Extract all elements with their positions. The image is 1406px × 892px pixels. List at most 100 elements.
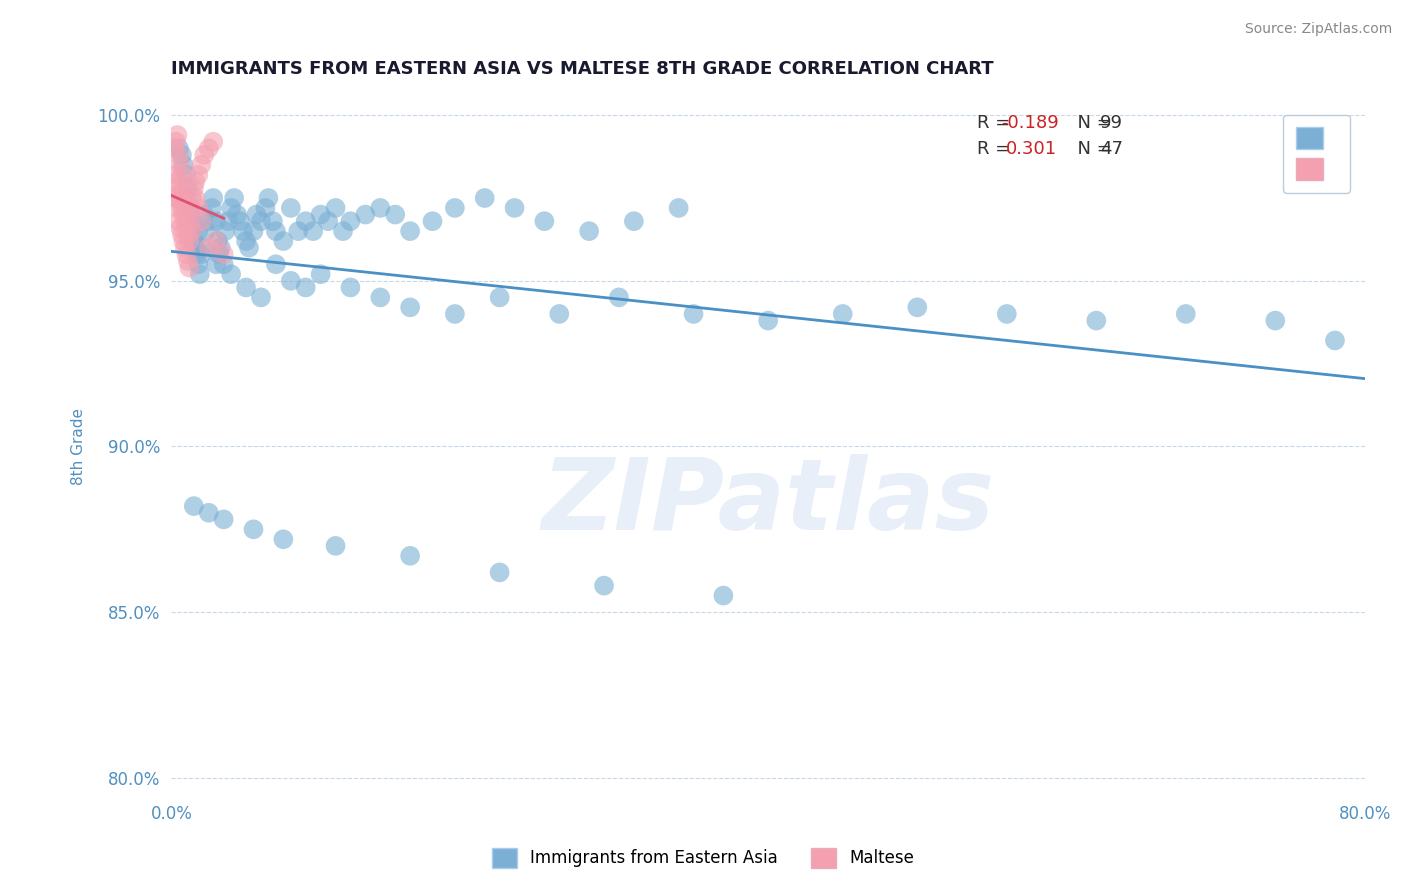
Point [205,257,228,271]
Point [533,214,555,228]
Legend: Immigrants from Eastern Asia, Maltese: Immigrants from Eastern Asia, Maltese [485,841,921,875]
Text: -0.189: -0.189 [1001,114,1059,132]
Point [474,191,496,205]
Point [339,214,361,228]
Text: N =: N = [1067,140,1118,158]
Point [294,280,316,294]
Text: 0.301: 0.301 [1005,140,1057,158]
Point [422,214,444,228]
Point [593,579,616,593]
Point [197,241,219,255]
Point [187,224,209,238]
Point [219,201,242,215]
Point [184,174,207,188]
Point [238,241,260,255]
Point [207,234,229,248]
Point [181,191,204,205]
Point [177,254,200,268]
Point [184,191,207,205]
Point [368,201,391,215]
Point [187,257,209,271]
Point [995,307,1018,321]
Point [384,208,406,222]
Point [399,224,422,238]
Point [190,214,212,228]
Point [287,224,309,238]
Point [179,214,201,228]
Point [302,224,325,238]
Point [202,135,225,149]
Point [167,187,190,202]
Text: IMMIGRANTS FROM EASTERN ASIA VS MALTESE 8TH GRADE CORRELATION CHART: IMMIGRANTS FROM EASTERN ASIA VS MALTESE … [172,60,994,78]
Point [202,191,225,205]
Point [242,224,264,238]
Point [354,208,377,222]
Point [399,301,422,315]
Point [172,158,194,172]
Point [176,201,198,215]
Point [179,234,201,248]
Point [187,201,209,215]
Point [176,191,198,205]
Point [179,201,201,215]
Point [229,214,252,228]
Point [180,201,202,215]
Point [309,267,332,281]
Point [226,208,249,222]
Point [548,307,571,321]
Point [235,280,257,294]
Point [187,168,209,182]
Point [325,539,347,553]
Point [208,247,231,261]
Point [262,214,284,228]
Point [173,191,195,205]
Point [177,227,200,242]
Point [193,148,215,162]
Point [368,290,391,304]
Point [245,208,267,222]
Point [205,214,228,228]
Point [257,191,280,205]
Point [444,307,467,321]
Text: 99: 99 [1099,114,1123,132]
Point [170,201,193,215]
Point [190,158,212,172]
Point [166,128,188,142]
Point [273,533,295,547]
Point [264,257,287,271]
Point [176,168,198,182]
Y-axis label: 8th Grade: 8th Grade [72,408,86,485]
Point [316,214,339,228]
Point [235,234,257,248]
Point [179,260,201,275]
Point [325,201,347,215]
Point [166,201,188,215]
Point [167,141,190,155]
Point [488,290,510,304]
Point [219,267,242,281]
Point [183,181,205,195]
Point [184,241,207,255]
Point [668,201,690,215]
Point [176,247,198,261]
Point [294,214,316,228]
Point [212,247,235,261]
Text: ZIPatlas: ZIPatlas [541,454,994,550]
Point [209,241,232,255]
Point [167,148,190,162]
Point [163,181,186,195]
Point [578,224,600,238]
Point [339,280,361,294]
Point [176,220,198,235]
Point [190,247,212,261]
Point [197,214,219,228]
Text: Source: ZipAtlas.com: Source: ZipAtlas.com [1244,22,1392,37]
Point [1323,334,1346,348]
Point [607,290,630,304]
Point [273,234,295,248]
Legend: , : , [1284,114,1350,193]
Point [181,224,204,238]
Point [503,201,526,215]
Text: R =: R = [977,140,1017,158]
Text: N =: N = [1067,114,1118,132]
